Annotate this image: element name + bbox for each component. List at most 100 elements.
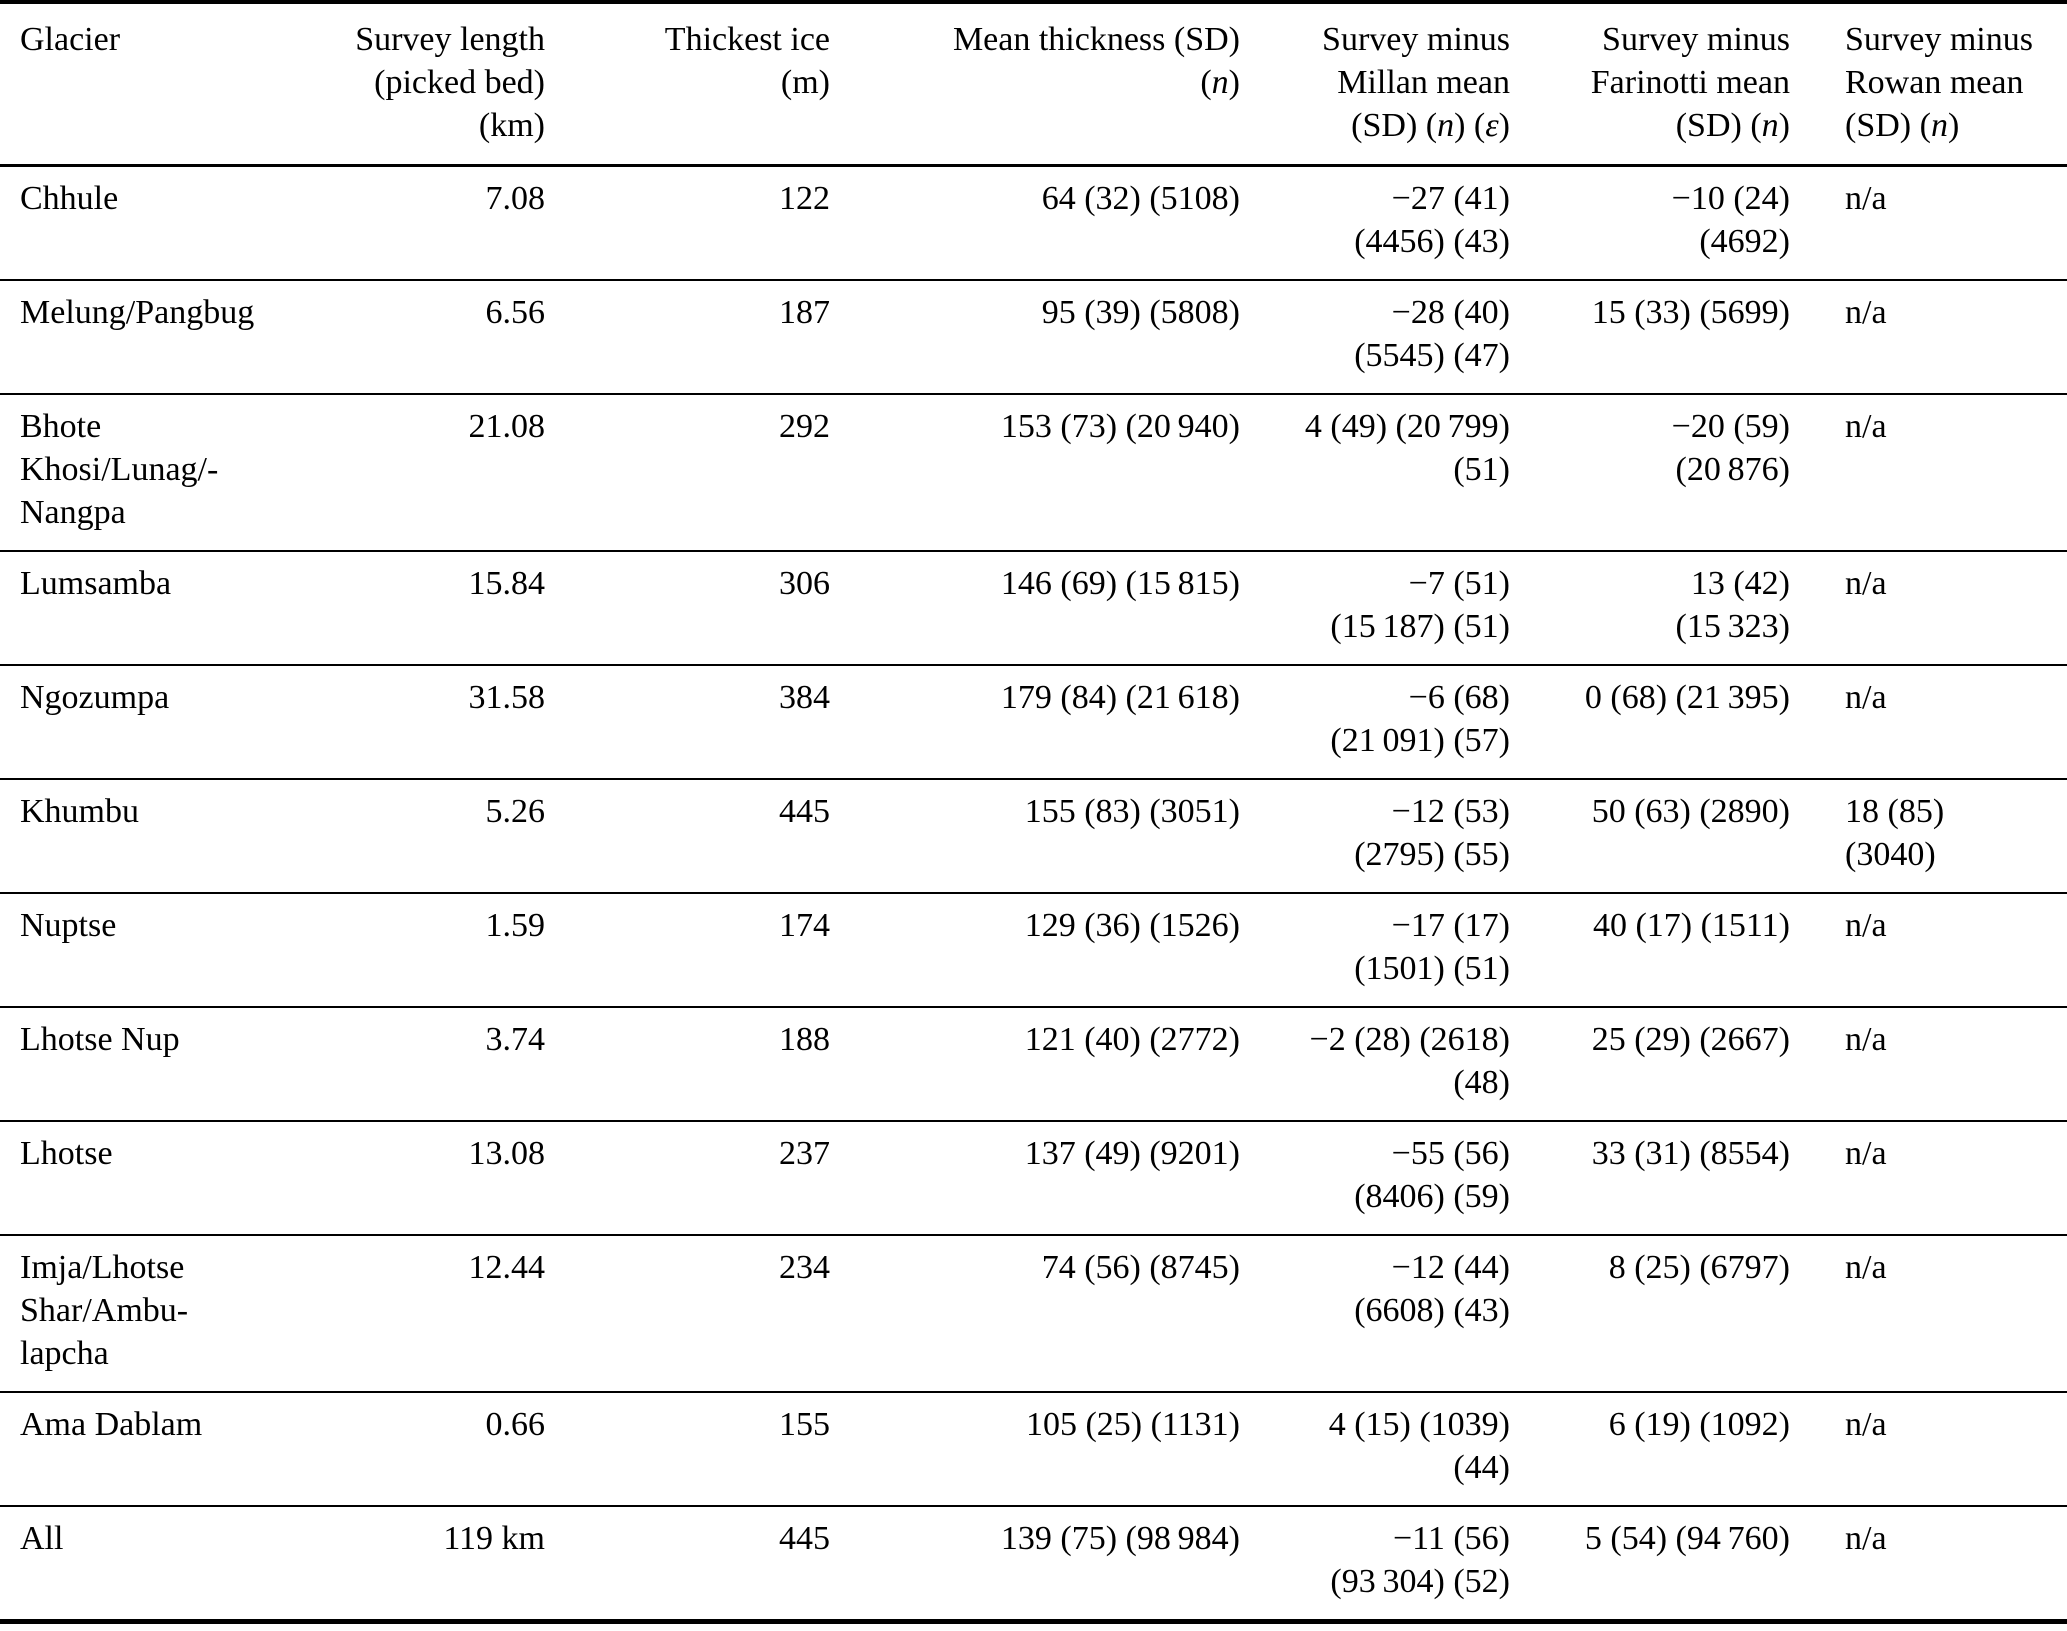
cell-survey-minus-millan: −55 (56) (8406) (59) bbox=[1354, 1135, 1510, 1215]
cell-survey-minus-millan: 4 (49) (20 799) (51) bbox=[1304, 408, 1510, 488]
cell-survey-minus-millan: −2 (28) (2618) (48) bbox=[1309, 1021, 1510, 1101]
cell-survey-length: 15.84 bbox=[468, 565, 546, 602]
cell-mean-thickness: 121 (40) (2772) bbox=[1024, 1021, 1240, 1058]
col-header-mean-thickness: Mean thickness (SD) (n) bbox=[952, 21, 1240, 101]
cell-survey-length: 21.08 bbox=[468, 408, 546, 445]
cell-survey-length: 5.26 bbox=[485, 793, 546, 830]
cell-survey-minus-millan: −11 (56) (93 304) (52) bbox=[1330, 1520, 1510, 1600]
cell-survey-minus-farinotti: −10 (24) (4692) bbox=[1671, 180, 1790, 260]
cell-survey-minus-farinotti: 8 (25) (6797) bbox=[1608, 1249, 1790, 1286]
cell-glacier: Bhote Khosi/Lunag/- Nangpa bbox=[20, 408, 219, 531]
cell-thickest-ice: 237 bbox=[779, 1135, 830, 1172]
header-row: Glacier Survey length (picked bed) (km) Th… bbox=[0, 2, 2067, 166]
cell-mean-thickness: 137 (49) (9201) bbox=[1024, 1135, 1240, 1172]
cell-mean-thickness: 139 (75) (98 984) bbox=[1000, 1520, 1240, 1557]
cell-mean-thickness: 155 (83) (3051) bbox=[1024, 793, 1240, 830]
cell-glacier: All bbox=[20, 1520, 64, 1557]
cell-thickest-ice: 445 bbox=[779, 1520, 830, 1557]
cell-survey-minus-rowan: n/a bbox=[1845, 565, 1887, 602]
cell-mean-thickness: 74 (56) (8745) bbox=[1041, 1249, 1240, 1286]
cell-thickest-ice: 445 bbox=[779, 793, 830, 830]
table-row: Lhotse 13.08 237 137 (49) (9201) −55 (56) (8… bbox=[0, 1121, 2067, 1235]
cell-survey-minus-rowan: n/a bbox=[1845, 907, 1887, 944]
cell-mean-thickness: 146 (69) (15 815) bbox=[1000, 565, 1240, 602]
cell-glacier: Imja/Lhotse Shar/Ambu- lapcha bbox=[20, 1249, 189, 1372]
cell-survey-length: 119 km bbox=[443, 1520, 545, 1557]
cell-survey-minus-rowan: n/a bbox=[1845, 1406, 1887, 1443]
cell-survey-minus-farinotti: 50 (63) (2890) bbox=[1591, 793, 1790, 830]
cell-survey-minus-farinotti: 13 (42) (15 323) bbox=[1675, 565, 1790, 645]
cell-mean-thickness: 129 (36) (1526) bbox=[1024, 907, 1240, 944]
cell-survey-length: 7.08 bbox=[485, 180, 546, 217]
cell-mean-thickness: 95 (39) (5808) bbox=[1041, 294, 1240, 331]
cell-survey-minus-millan: −12 (53) (2795) (55) bbox=[1354, 793, 1510, 873]
cell-mean-thickness: 179 (84) (21 618) bbox=[1000, 679, 1240, 716]
col-header-thickest-ice: Thickest ice (m) bbox=[664, 21, 830, 101]
table-row: Ngozumpa 31.58 384 179 (84) (21 618) −6 (68)… bbox=[0, 665, 2067, 779]
cell-glacier: Lhotse bbox=[20, 1135, 113, 1172]
cell-mean-thickness: 64 (32) (5108) bbox=[1041, 180, 1240, 217]
col-header-survey-minus-millan: Survey minus Millan mean (SD) (n) (ε) bbox=[1322, 21, 1510, 144]
cell-survey-minus-rowan: n/a bbox=[1845, 408, 1887, 445]
cell-thickest-ice: 122 bbox=[779, 180, 830, 217]
cell-survey-minus-rowan: n/a bbox=[1845, 679, 1887, 716]
cell-survey-length: 31.58 bbox=[468, 679, 546, 716]
cell-glacier: Nuptse bbox=[20, 907, 117, 944]
cell-survey-minus-farinotti: 0 (68) (21 395) bbox=[1584, 679, 1790, 716]
cell-survey-minus-farinotti: 25 (29) (2667) bbox=[1591, 1021, 1790, 1058]
cell-survey-minus-rowan: n/a bbox=[1845, 180, 1887, 217]
cell-survey-minus-rowan: n/a bbox=[1845, 1021, 1887, 1058]
cell-thickest-ice: 155 bbox=[779, 1406, 830, 1443]
cell-glacier: Melung/Pangbug bbox=[20, 294, 255, 331]
cell-survey-minus-rowan: n/a bbox=[1845, 294, 1887, 331]
table-row: Chhule 7.08 122 64 (32) (5108) −27 (41) (445… bbox=[0, 166, 2067, 280]
cell-survey-length: 0.66 bbox=[485, 1406, 546, 1443]
cell-survey-minus-farinotti: 5 (54) (94 760) bbox=[1584, 1520, 1790, 1557]
cell-survey-minus-millan: −28 (40) (5545) (47) bbox=[1354, 294, 1510, 374]
cell-thickest-ice: 384 bbox=[779, 679, 830, 716]
cell-glacier: Chhule bbox=[20, 180, 119, 217]
cell-survey-minus-millan: −6 (68) (21 091) (57) bbox=[1330, 679, 1510, 759]
cell-glacier: Khumbu bbox=[20, 793, 139, 830]
cell-survey-minus-rowan: 18 (85) (3040) bbox=[1845, 793, 1945, 873]
table-row: Melung/Pangbug 6.56 187 95 (39) (5808) −28 (… bbox=[0, 280, 2067, 394]
table-row: Imja/Lhotse Shar/Ambu- lapcha 12.44 234 74 … bbox=[0, 1235, 2067, 1392]
table-row: Lumsamba 15.84 306 146 (69) (15 815) −7 (51)… bbox=[0, 551, 2067, 665]
cell-mean-thickness: 105 (25) (1131) bbox=[1025, 1406, 1240, 1443]
col-header-survey-minus-farinotti: Survey minus Farinotti mean (SD) (n) bbox=[1590, 21, 1790, 144]
cell-thickest-ice: 292 bbox=[779, 408, 830, 445]
cell-survey-minus-millan: −27 (41) (4456) (43) bbox=[1354, 180, 1510, 260]
cell-survey-minus-millan: −17 (17) (1501) (51) bbox=[1354, 907, 1510, 987]
cell-survey-minus-farinotti: 40 (17) (1511) bbox=[1592, 907, 1790, 944]
table-row: Ama Dablam 0.66 155 105 (25) (1131) 4 (15) (… bbox=[0, 1392, 2067, 1506]
cell-survey-length: 3.74 bbox=[485, 1021, 546, 1058]
col-header-survey-length: Survey length (picked bed) (km) bbox=[355, 21, 545, 144]
table-row: Lhotse Nup 3.74 188 121 (40) (2772) −2 (28) … bbox=[0, 1007, 2067, 1121]
cell-survey-minus-farinotti: −20 (59) (20 876) bbox=[1671, 408, 1790, 488]
table-header: Glacier Survey length (picked bed) (km) Th… bbox=[0, 2, 2067, 166]
table-row: Khumbu 5.26 445 155 (83) (3051) −12 (53) (27… bbox=[0, 779, 2067, 893]
cell-survey-minus-millan: 4 (15) (1039) (44) bbox=[1328, 1406, 1510, 1486]
cell-glacier: Ngozumpa bbox=[20, 679, 170, 716]
table-row: Nuptse 1.59 174 129 (36) (1526) −17 (17) (15… bbox=[0, 893, 2067, 1007]
cell-thickest-ice: 234 bbox=[779, 1249, 830, 1286]
cell-thickest-ice: 187 bbox=[779, 294, 830, 331]
cell-glacier: Lhotse Nup bbox=[20, 1021, 180, 1058]
cell-survey-minus-rowan: n/a bbox=[1845, 1520, 1887, 1557]
col-header-glacier: Glacier bbox=[20, 21, 121, 58]
table-row: All 119 km 445 139 (75) (98 984) −11 (56) (9… bbox=[0, 1506, 2067, 1622]
cell-survey-minus-millan: −7 (51) (15 187) (51) bbox=[1330, 565, 1510, 645]
cell-survey-minus-rowan: n/a bbox=[1845, 1249, 1887, 1286]
cell-survey-minus-farinotti: 15 (33) (5699) bbox=[1591, 294, 1790, 331]
cell-survey-length: 12.44 bbox=[468, 1249, 546, 1286]
cell-thickest-ice: 174 bbox=[779, 907, 830, 944]
cell-survey-length: 6.56 bbox=[485, 294, 546, 331]
cell-glacier: Ama Dablam bbox=[20, 1406, 203, 1443]
table-row: Bhote Khosi/Lunag/- Nangpa 21.08 292 153 (7… bbox=[0, 394, 2067, 551]
cell-survey-minus-farinotti: 6 (19) (1092) bbox=[1608, 1406, 1790, 1443]
cell-survey-minus-millan: −12 (44) (6608) (43) bbox=[1354, 1249, 1510, 1329]
col-header-survey-minus-rowan: Survey minus Rowan mean (SD) (n) bbox=[1845, 21, 2033, 144]
cell-thickest-ice: 188 bbox=[779, 1021, 830, 1058]
